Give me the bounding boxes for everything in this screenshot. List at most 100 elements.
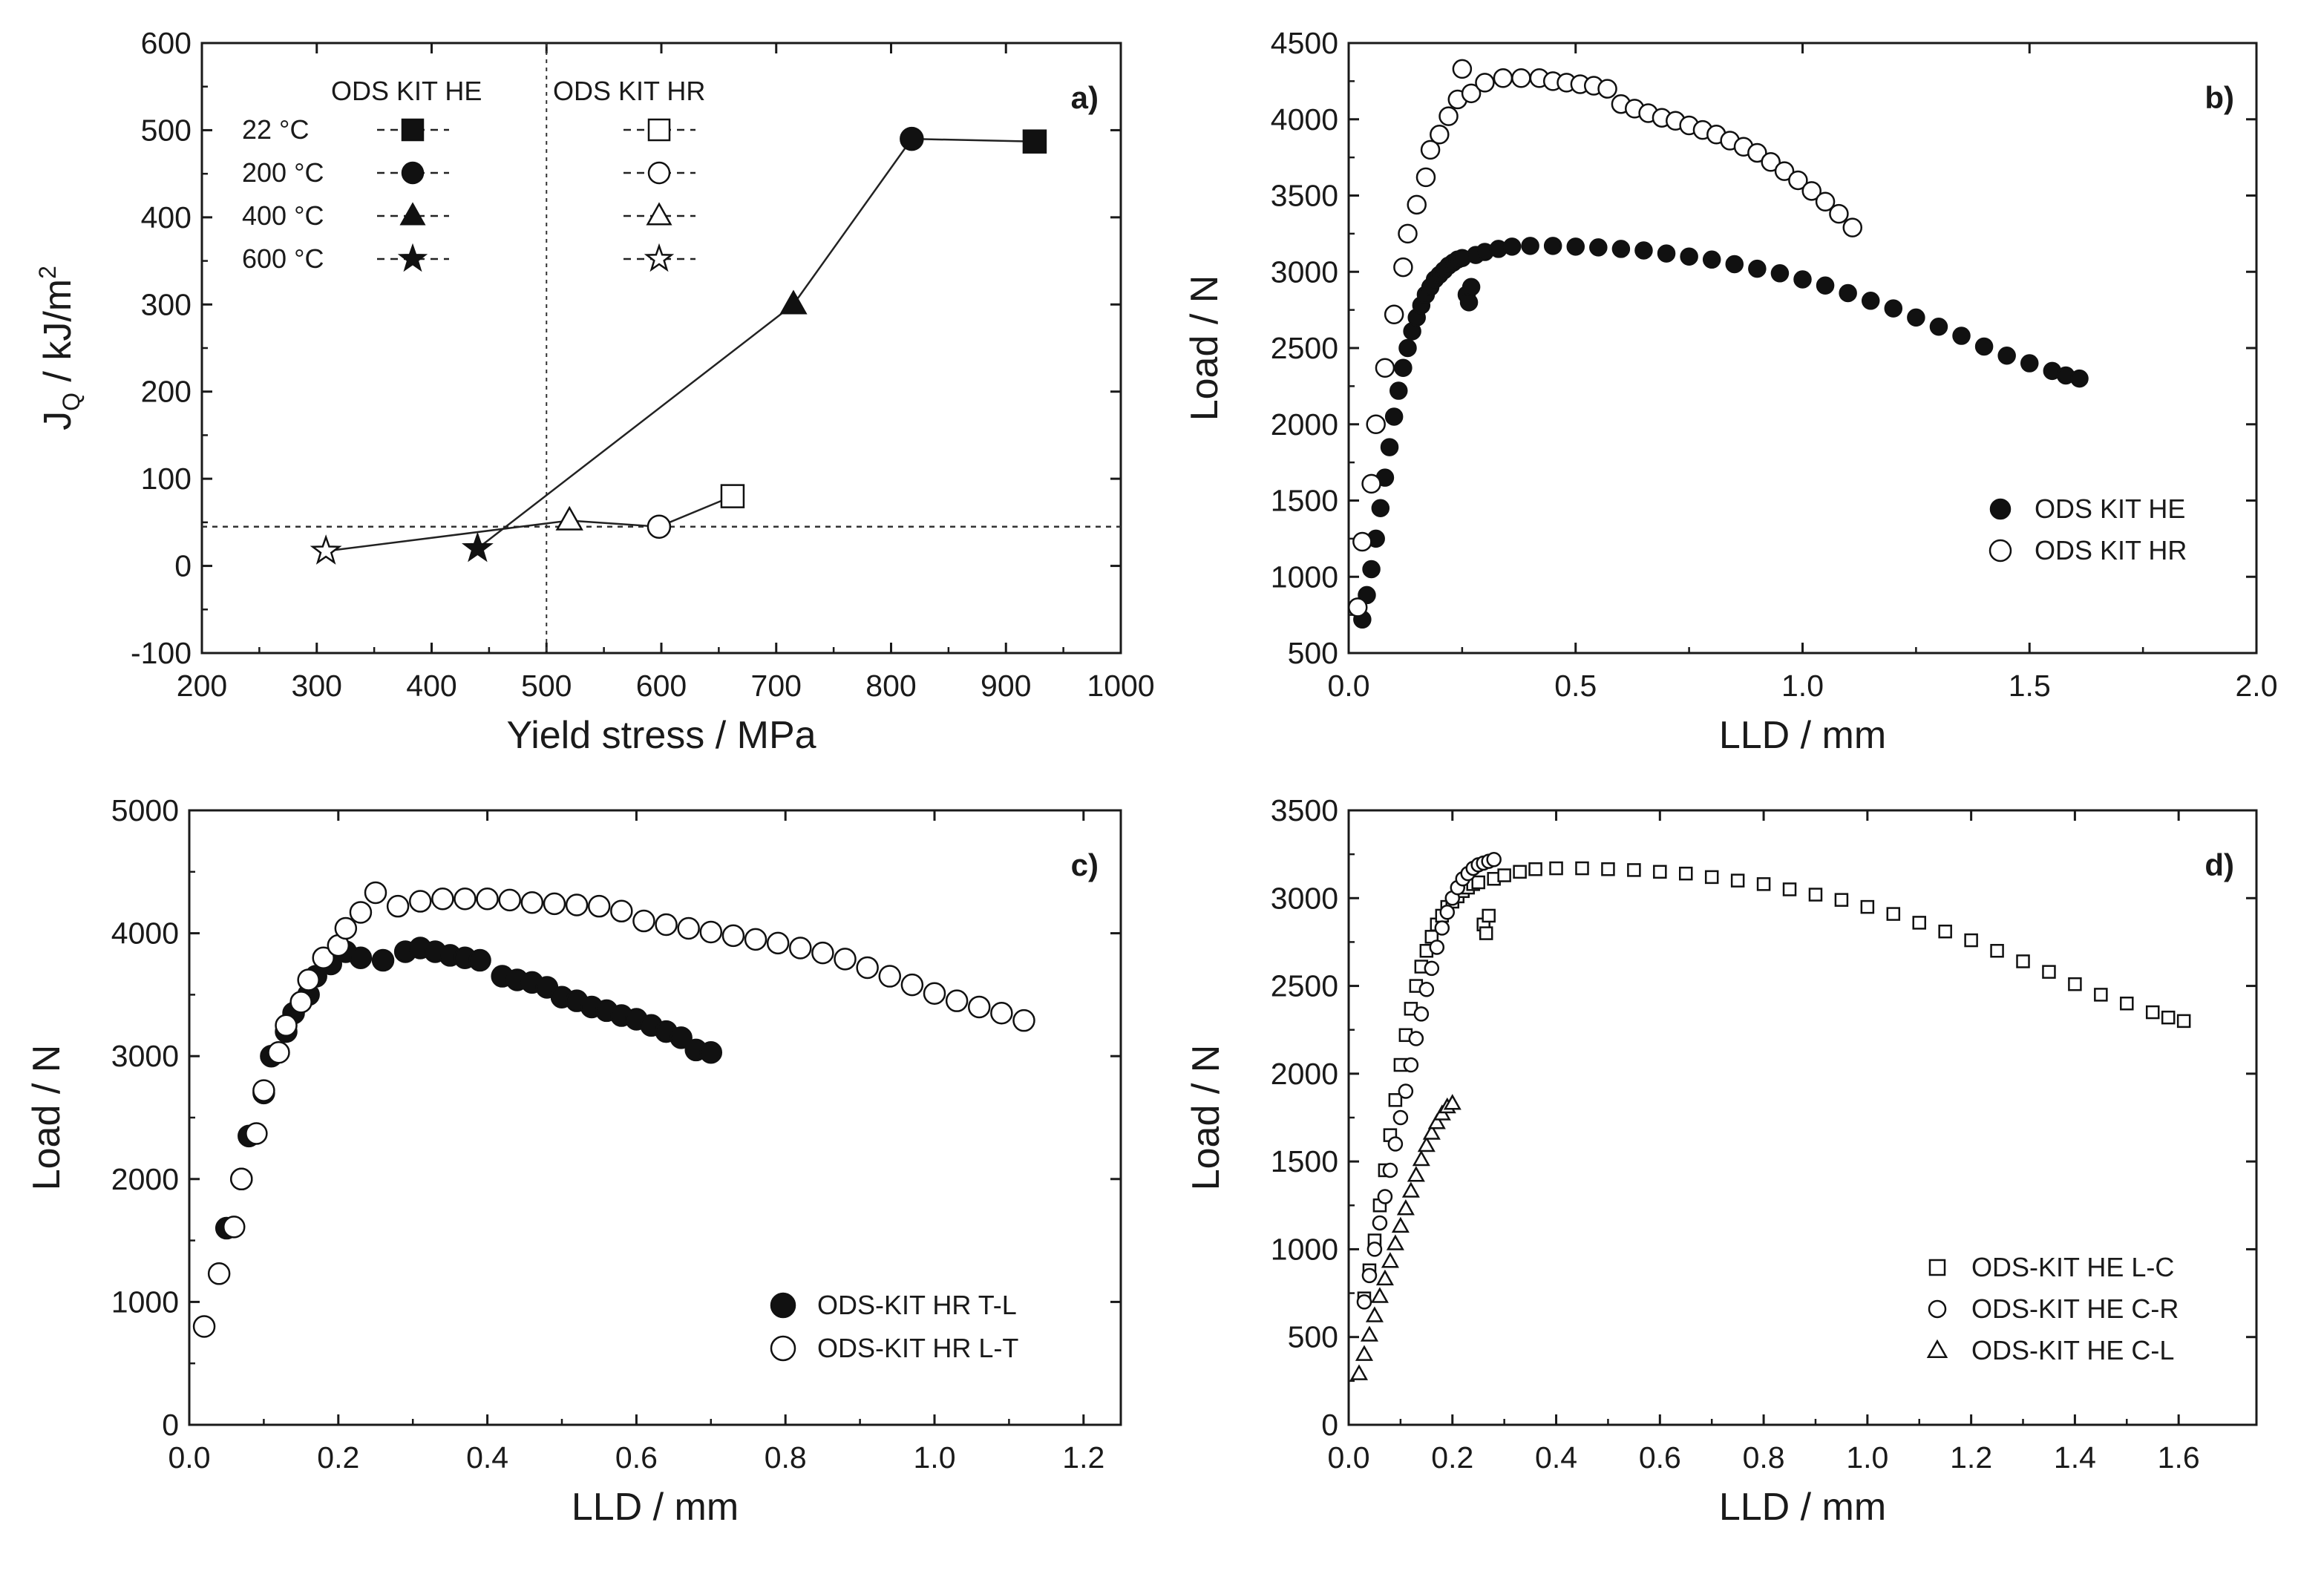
data-point [1390, 381, 1408, 400]
data-point [1589, 238, 1608, 257]
data-point [1679, 866, 1693, 881]
y-tick-label: 3000 [111, 1039, 179, 1073]
legend-marker [1928, 1299, 1947, 1319]
legend-marker-he [401, 161, 425, 185]
data-point [1497, 868, 1511, 882]
data-point [1834, 893, 1849, 907]
legend-marker [1989, 498, 2012, 520]
data-point [498, 888, 521, 912]
x-tick-label: 300 [292, 669, 342, 703]
data-point [1788, 170, 1808, 191]
x-tick-label: 400 [406, 669, 456, 703]
data-point [1793, 270, 1812, 289]
data-point [1997, 347, 2016, 365]
plot-frame [1347, 809, 2258, 1426]
data-point [1443, 1094, 1461, 1110]
data-point [297, 968, 320, 991]
data-point [1566, 237, 1585, 256]
x-tick-label: 0.0 [1328, 669, 1370, 703]
data-point [207, 1262, 231, 1285]
x-tick-label: 1.2 [1950, 1440, 1992, 1475]
y-title-sub: Q [58, 393, 85, 411]
data-point [1407, 194, 1427, 215]
data-point [720, 484, 745, 508]
data-point [310, 534, 342, 565]
x-axis-title: LLD / mm [1719, 714, 1886, 757]
data-point [252, 1079, 275, 1102]
legend-header-hr: ODS KIT HR [553, 76, 705, 106]
y-tick-label: 500 [1288, 1320, 1338, 1354]
data-point [1403, 1057, 1419, 1073]
data-point [1513, 865, 1527, 879]
data-point [1974, 337, 1994, 356]
legend-marker [770, 1292, 796, 1319]
data-point [1801, 181, 1821, 201]
data-point [1461, 278, 1481, 297]
series-1 [310, 484, 745, 565]
data-point [1366, 414, 1386, 434]
y-tick-label: 1000 [1271, 560, 1338, 594]
data-point [1479, 926, 1493, 940]
data-point [1370, 1287, 1389, 1303]
data-point [1384, 304, 1404, 325]
data-point [1907, 308, 1925, 327]
panel-label: a) [1071, 80, 1099, 115]
x-tick-label: 1.0 [1846, 1440, 1888, 1475]
data-point [1543, 237, 1562, 255]
data-point [1761, 152, 1781, 172]
x-tick-label: 2.0 [2236, 669, 2278, 703]
data-point [1012, 1008, 1035, 1032]
x-tick-label: 0.5 [1554, 669, 1597, 703]
y-tick-label: 2000 [1271, 407, 1338, 442]
data-point [1860, 899, 1875, 914]
data-point [1680, 247, 1698, 266]
y-tick-label: 1500 [1271, 484, 1338, 518]
data-point [543, 892, 566, 916]
data-point [1356, 1294, 1372, 1310]
data-point [1398, 223, 1418, 244]
series-0 [461, 126, 1047, 563]
data-point [699, 920, 723, 944]
data-point [1375, 1269, 1394, 1286]
data-point [222, 1216, 246, 1239]
data-point [1528, 862, 1542, 876]
legend-label: ODS-KIT HR L-T [817, 1333, 1018, 1363]
data-point [565, 893, 589, 916]
legend-marker [770, 1335, 796, 1362]
data-point [1774, 161, 1795, 181]
data-point [2070, 369, 2089, 388]
legend-row-label: 400 °C [242, 200, 324, 231]
data-point [461, 531, 494, 563]
series-1 [1347, 59, 1863, 617]
x-tick-label: 1.4 [2054, 1440, 2096, 1475]
y-axis-title: Load / N [1183, 275, 1226, 422]
data-point [349, 946, 373, 969]
data-point [1839, 283, 1857, 303]
data-point [1415, 167, 1436, 188]
data-point [1429, 939, 1445, 955]
data-point [1575, 861, 1589, 876]
data-point [900, 126, 924, 151]
data-point [990, 1001, 1013, 1025]
data-point [1439, 904, 1456, 920]
panel-c: 0.0 0.2 0.4 0.6 0.8 1.0 1.2 0 1000 2000 3000 4000 50… [25, 793, 1122, 1529]
data-point [923, 982, 946, 1005]
data-point [1486, 851, 1502, 868]
x-axis-title: Yield stress / MPa [506, 714, 816, 757]
y-tick-label: 2500 [1271, 969, 1338, 1003]
data-point [1601, 862, 1615, 876]
data-point [1990, 944, 2004, 958]
x-tick-label: 500 [521, 669, 572, 703]
data-point [1912, 916, 1926, 930]
legend-label: ODS-KIT HE L-C [1971, 1252, 2174, 1282]
x-tick-label: 0.4 [1535, 1440, 1577, 1475]
data-point [632, 909, 655, 933]
data-point [1372, 1215, 1388, 1231]
data-point [454, 887, 477, 911]
data-point [1422, 1124, 1441, 1140]
data-point [468, 948, 491, 972]
data-point [856, 956, 879, 980]
data-point [1511, 68, 1531, 88]
y-tick-label: 5000 [111, 793, 179, 827]
data-point [811, 941, 834, 965]
